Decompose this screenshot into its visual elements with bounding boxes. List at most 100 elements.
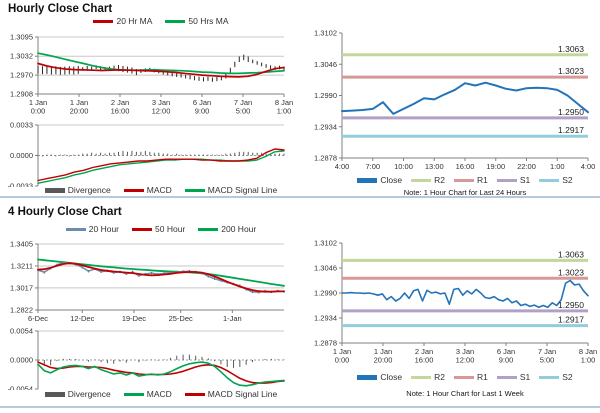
legend-label: S2 [562,372,573,382]
legend-label: 200 Hour [221,224,257,234]
legend-swatch [184,392,205,396]
legend-swatch [44,391,65,397]
svg-text:1.2822: 1.2822 [10,306,33,315]
svg-text:13:00: 13:00 [425,162,444,171]
legend-label: S2 [562,175,573,185]
legend-swatch [93,19,114,23]
svg-text:1.2934: 1.2934 [314,314,337,323]
svg-text:1.2878: 1.2878 [314,339,337,348]
legend-label: R2 [434,372,445,382]
legend-item: Divergence [44,389,111,399]
legend-label: R2 [434,175,445,185]
svg-text:1.2934: 1.2934 [314,122,337,131]
legend-item: Close [357,372,402,382]
svg-text:20:00: 20:00 [374,356,393,365]
svg-text:1.3046: 1.3046 [314,60,337,69]
svg-text:1 Jan: 1 Jan [70,98,88,107]
sr-1w-note: Note: 1 Hour Chart for Last 1 Week [406,389,524,398]
svg-text:1.3017: 1.3017 [10,283,33,292]
svg-text:1.3211: 1.3211 [11,261,33,270]
svg-text:5:00: 5:00 [236,107,251,116]
legend-swatch [132,227,153,231]
legend-item: S1 [496,175,531,185]
legend-item: R1 [453,175,488,185]
legend-swatch [453,375,474,379]
legend-swatch [539,178,560,182]
svg-text:1.2908: 1.2908 [10,90,33,99]
svg-text:1.3023: 1.3023 [558,66,584,76]
sr-24h-note: Note: 1 Hour Chart for Last 24 Hours [403,188,527,197]
hourly-close-panel: Hourly Close Chart 20 Hr MA 50 Hrs MA 1.3… [0,0,300,196]
svg-text:16:00: 16:00 [111,107,130,116]
legend-item: Divergence [44,185,111,195]
svg-text:1.3063: 1.3063 [558,249,584,259]
svg-text:0:00: 0:00 [335,356,350,365]
svg-text:1.2990: 1.2990 [314,91,337,100]
legend-item: MACD Signal Line [184,185,278,195]
legend-label: MACD [146,389,172,399]
legend-item: R2 [411,175,445,185]
legend-label: MACD Signal Line [207,185,278,195]
svg-text:2 Jan: 2 Jan [415,347,433,356]
legend-label: MACD [146,185,172,195]
legend-swatch [453,178,474,182]
legend-item: MACD [123,389,172,399]
svg-text:1.2917: 1.2917 [558,315,584,325]
svg-text:1.3102: 1.3102 [314,239,337,248]
legend-label: 50 Hour [155,224,186,234]
svg-text:1.2950: 1.2950 [558,300,584,310]
svg-text:1.2970: 1.2970 [10,71,33,80]
legend-item: 20 Hour [65,224,119,234]
svg-text:0.0000: 0.0000 [10,356,33,365]
legend-swatch [65,227,86,231]
svg-text:1.3102: 1.3102 [314,29,337,38]
legend-swatch [198,227,219,231]
legend-swatch [123,188,144,192]
legend-swatch [357,177,378,183]
svg-text:1.2990: 1.2990 [314,289,337,298]
svg-text:0.0033: 0.0033 [10,121,33,130]
legend-label: MACD Signal Line [207,389,278,399]
svg-text:4:00: 4:00 [581,162,596,171]
svg-text:1.3032: 1.3032 [10,52,33,61]
legend-swatch [539,375,560,379]
legend-swatch [165,19,186,23]
legend-item: 20 Hr MA [93,16,152,26]
svg-text:12:00: 12:00 [456,356,475,365]
legend-label: 20 Hr MA [116,16,153,26]
sr-24h-legend: Close R2 R1 S1 S2 [342,175,588,185]
svg-text:-0.0054: -0.0054 [8,385,33,391]
legend-label: R1 [476,175,488,185]
legend-item: 50 Hour [132,224,185,234]
svg-text:8 Jan: 8 Jan [579,347,597,356]
legend-label: S1 [519,175,531,185]
svg-text:1.2917: 1.2917 [558,125,584,135]
svg-text:0.0000: 0.0000 [10,151,33,160]
svg-text:25-Dec: 25-Dec [169,314,193,323]
legend-label: R1 [476,372,488,382]
four-hourly-macd-chart: 0.0054 0.0000 -0.0054 [8,327,285,391]
four-hourly-panel: 4 Hourly Close Chart 20 Hour 50 Hour 200 H… [0,200,300,407]
four-hourly-macd-legend: Divergence MACD MACD Signal Line [38,389,284,399]
svg-text:0.0054: 0.0054 [10,327,33,336]
svg-text:7 Jan: 7 Jan [538,347,556,356]
legend-swatch [411,178,432,182]
svg-text:20:00: 20:00 [70,107,89,116]
hourly-macd-chart: 0.0033 0.0000 -0.0033 [8,121,285,187]
svg-text:9:00: 9:00 [499,356,514,365]
svg-text:2 Jan: 2 Jan [111,98,129,107]
svg-text:1 Jan: 1 Jan [29,98,47,107]
svg-text:7 Jan: 7 Jan [234,98,252,107]
legend-label: Close [380,175,403,185]
svg-text:1-Jan: 1-Jan [223,314,242,323]
svg-text:1.2878: 1.2878 [314,154,337,163]
svg-text:6 Jan: 6 Jan [497,347,515,356]
legend-label: Divergence [67,389,111,399]
svg-text:1.3095: 1.3095 [10,33,33,42]
legend-swatch [44,187,65,193]
legend-swatch [411,375,432,379]
sr-1w-panel: 1.3102 1.3046 1.2990 1.2934 1.2878 1 Jan 0:00 1… [300,200,600,407]
legend-label: S1 [519,372,531,382]
